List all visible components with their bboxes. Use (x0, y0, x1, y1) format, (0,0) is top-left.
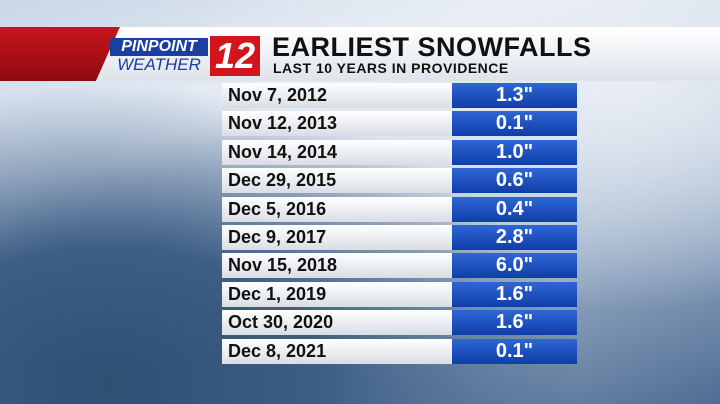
snowfall-cell: 0.6" (452, 168, 577, 194)
table-row: Nov 14, 2014 1.0" (222, 139, 577, 165)
table-row: Oct 30, 2020 1.6" (222, 310, 577, 336)
brand-number: 12 (210, 36, 260, 76)
date-cell: Nov 15, 2018 (222, 253, 452, 279)
table-row: Nov 12, 2013 0.1" (222, 111, 577, 137)
date-cell: Dec 9, 2017 (222, 225, 452, 250)
date-cell: Dec 8, 2021 (222, 338, 452, 364)
table-row: Dec 8, 2021 0.1" (222, 338, 577, 364)
snowfall-cell: 2.8" (452, 225, 577, 250)
table-row: Dec 5, 2016 0.4" (222, 196, 577, 222)
snowfall-cell: 1.0" (452, 139, 577, 165)
snowfall-cell: 0.1" (452, 338, 577, 364)
date-cell: Nov 7, 2012 (222, 83, 452, 108)
table-row: Dec 1, 2019 1.6" (222, 281, 577, 307)
table-row: Nov 15, 2018 6.0" (222, 253, 577, 279)
brand-top: PINPOINT (110, 38, 208, 56)
snowfall-cell: 1.6" (452, 310, 577, 336)
snowfall-cell: 0.4" (452, 196, 577, 222)
table-row: Dec 9, 2017 2.8" (222, 225, 577, 250)
table-row: Dec 29, 2015 0.6" (222, 168, 577, 194)
date-cell: Nov 12, 2013 (222, 111, 452, 137)
date-cell: Nov 14, 2014 (222, 139, 452, 165)
date-cell: Dec 29, 2015 (222, 168, 452, 194)
snowfall-cell: 0.1" (452, 111, 577, 137)
table-row: Nov 7, 2012 1.3" (222, 83, 577, 108)
snowfall-cell: 6.0" (452, 253, 577, 279)
title: EARLIEST SNOWFALLS (272, 32, 592, 62)
date-cell: Dec 5, 2016 (222, 196, 452, 222)
date-cell: Oct 30, 2020 (222, 310, 452, 336)
date-cell: Dec 1, 2019 (222, 281, 452, 307)
subtitle: LAST 10 YEARS IN PROVIDENCE (273, 60, 509, 76)
brand-bottom: WEATHER (117, 55, 201, 74)
snowfall-cell: 1.3" (452, 83, 577, 108)
snowfall-cell: 1.6" (452, 281, 577, 307)
